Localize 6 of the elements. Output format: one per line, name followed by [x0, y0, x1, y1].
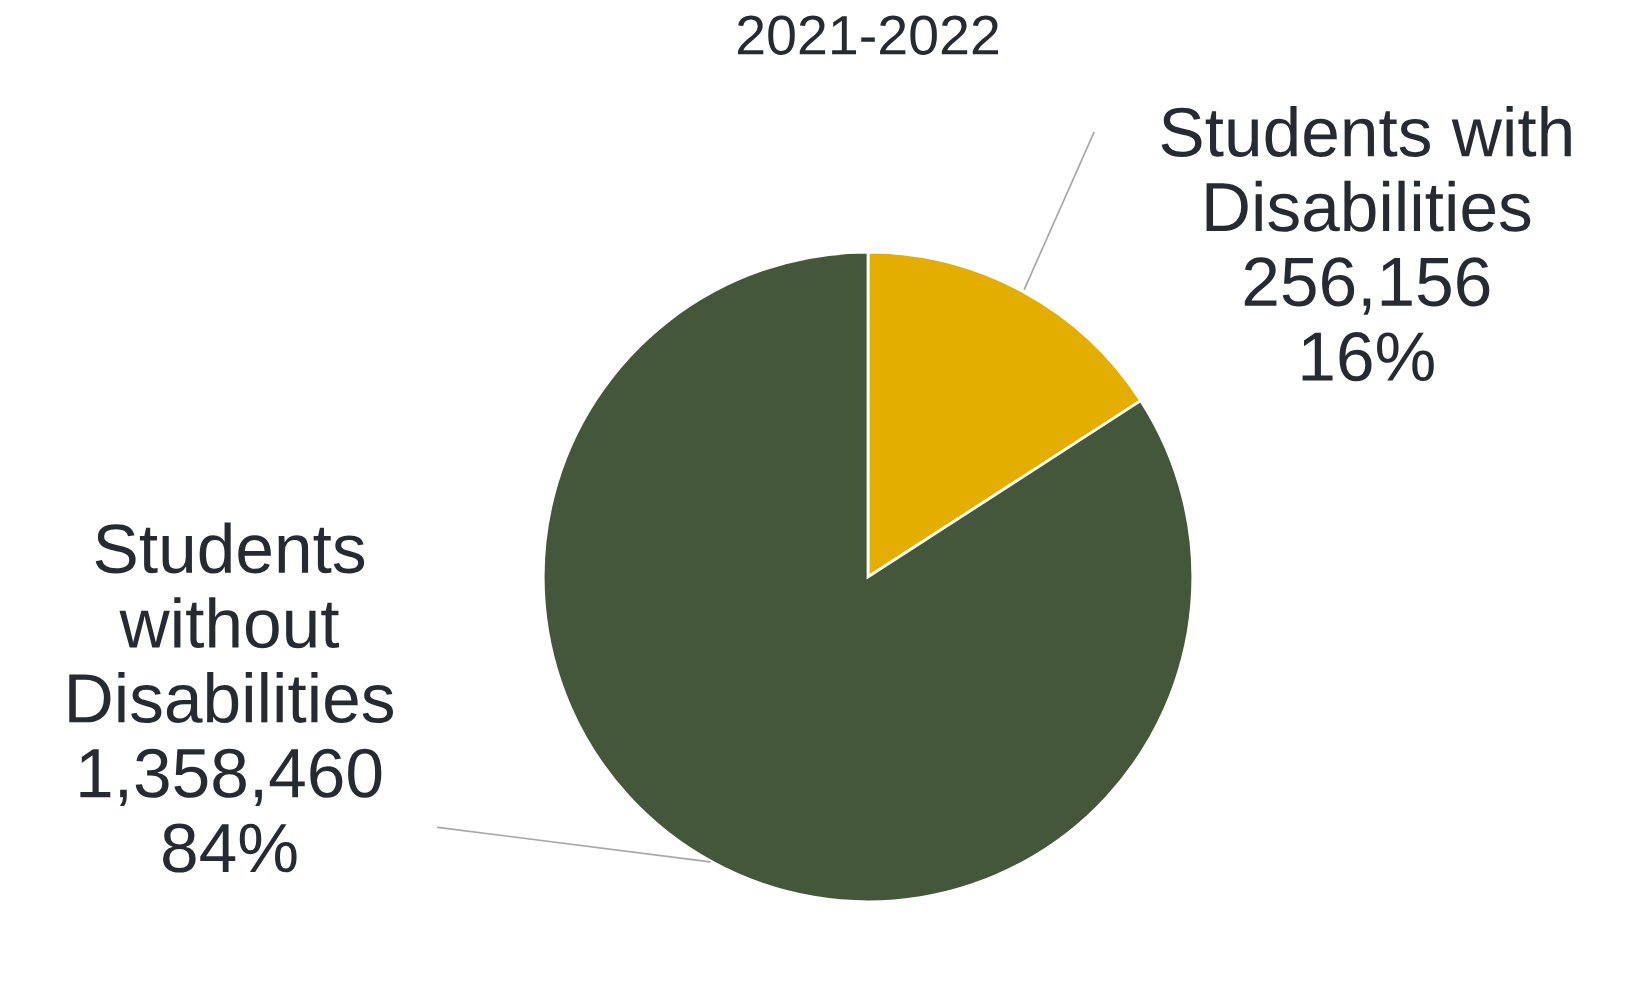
data-label: 256,156 16%: [1244, 257, 1490, 382]
data-label: 1,358,460 84%: [80, 748, 382, 873]
slice-label: Students with Disabilities: [1161, 105, 1571, 232]
pie-slice: [541, 250, 1195, 904]
slice-label: Students without Disabilities: [69, 522, 393, 724]
chart-title: 2021-2022: [737, 15, 999, 55]
